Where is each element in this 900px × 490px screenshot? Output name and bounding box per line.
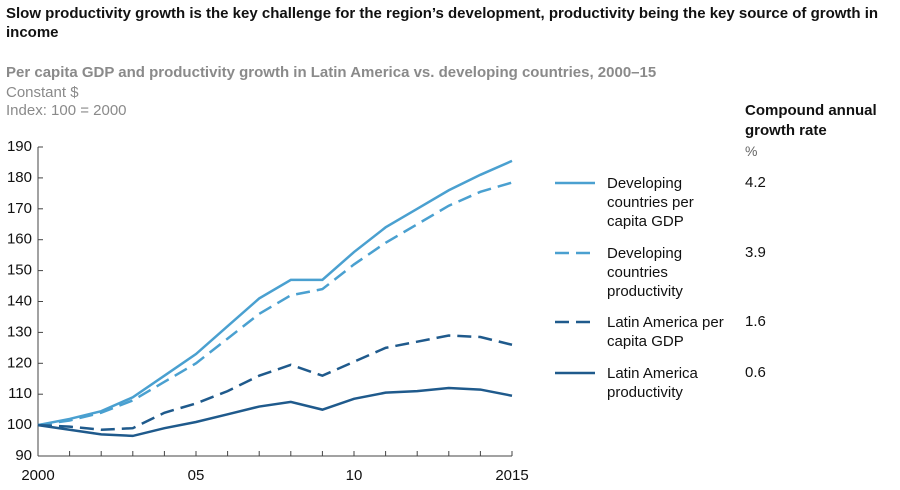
note: Constant $ <box>6 84 79 101</box>
legend-value: 0.6 <box>745 364 766 381</box>
y-tick-label: 180 <box>7 169 32 186</box>
y-tick-label: 130 <box>7 323 32 340</box>
subtitle: Per capita GDP and productivity growth i… <box>6 64 657 81</box>
y-tick-label: 110 <box>8 385 32 402</box>
x-tick-label: 10 <box>346 467 363 484</box>
x-tick-label: 2000 <box>21 467 54 484</box>
chart-title: Slow productivity growth is the key chal… <box>6 5 879 41</box>
x-tick-label: 2015 <box>495 467 528 484</box>
legend-label: Latin America productivity <box>607 365 698 401</box>
y-tick-label: 150 <box>7 262 32 279</box>
y-tick-label: 170 <box>7 200 32 217</box>
y-tick-label: 120 <box>7 354 32 371</box>
series-line <box>37 334 513 431</box>
series-line <box>37 181 513 427</box>
legend-unit: % <box>745 143 758 159</box>
y-tick-label: 190 <box>7 138 32 155</box>
y-tick-label: 160 <box>7 231 32 248</box>
y-tick-label: 140 <box>7 292 32 309</box>
legend-value: 1.6 <box>745 313 766 330</box>
legend-label: Developing countries per capita GDP <box>607 175 694 230</box>
note: Index: 100 = 2000 <box>6 102 127 119</box>
y-tick-label: 100 <box>7 416 32 433</box>
legend-label: Latin America per capita GDP <box>607 314 724 350</box>
legend-value: 3.9 <box>745 244 766 261</box>
series-line <box>37 159 513 427</box>
series-line <box>37 386 513 438</box>
y-tick-label: 90 <box>15 447 32 464</box>
legend-header: Compound annual growth rate <box>745 102 877 139</box>
x-tick-label: 05 <box>188 467 205 484</box>
legend-label: Developing countries productivity <box>607 245 683 300</box>
legend-value: 4.2 <box>745 174 766 191</box>
